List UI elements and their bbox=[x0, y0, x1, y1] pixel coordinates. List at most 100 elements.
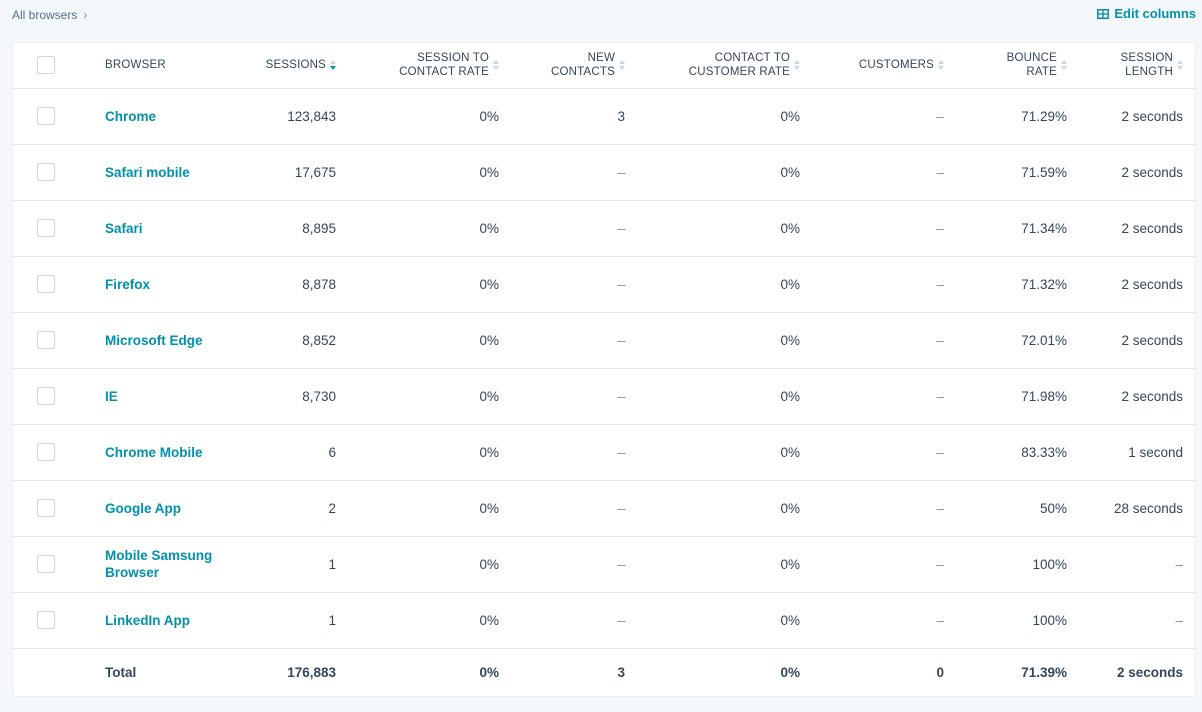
row-select-cell bbox=[13, 368, 105, 425]
header-length-line2[interactable]: LENGTH bbox=[1125, 66, 1173, 79]
header-new-contacts-line2[interactable]: CONTACTS bbox=[551, 66, 615, 79]
customers-cell: – bbox=[800, 536, 944, 593]
total-bounce: 71.39% bbox=[1021, 665, 1067, 681]
header-session-length[interactable]: SESSION LENGTH bbox=[1067, 43, 1195, 89]
c2c-cell: 0% bbox=[625, 256, 800, 313]
length-cell: 2 seconds bbox=[1067, 368, 1195, 425]
header-s2c-line2[interactable]: CONTACT RATE bbox=[399, 66, 489, 79]
length-cell: 2 seconds bbox=[1067, 200, 1195, 257]
browser-link[interactable]: Microsoft Edge bbox=[105, 332, 203, 348]
row-select-cell bbox=[13, 536, 105, 593]
sessions-cell: 6 bbox=[245, 424, 336, 481]
row-checkbox[interactable] bbox=[37, 443, 55, 461]
new-contacts-cell: – bbox=[499, 592, 625, 649]
table-row: Mobile Samsung Browser 1 0% –0% –100% – bbox=[13, 536, 1195, 593]
row-checkbox[interactable] bbox=[37, 387, 55, 405]
length-cell: 2 seconds bbox=[1067, 312, 1195, 369]
header-bounce-rate[interactable]: BOUNCE RATE bbox=[944, 43, 1067, 89]
new-contacts-cell: – bbox=[499, 424, 625, 481]
sessions-cell: 8,895 bbox=[245, 200, 336, 257]
header-session-to-contact-rate[interactable]: SESSION TO CONTACT RATE bbox=[336, 43, 499, 89]
row-checkbox[interactable] bbox=[37, 275, 55, 293]
s2c-cell: 0% bbox=[336, 200, 499, 257]
sort-icon[interactable] bbox=[1061, 60, 1067, 71]
browser-link[interactable]: LinkedIn App bbox=[105, 612, 190, 628]
browser-link[interactable]: Mobile Samsung Browser bbox=[105, 548, 213, 580]
c2c-cell: 0% bbox=[625, 88, 800, 145]
total-new-contacts: 3 bbox=[617, 665, 625, 681]
header-c2c-line1[interactable]: CONTACT TO bbox=[714, 52, 790, 65]
total-row: Total 176,883 0% 3 0% 0 71.39% 2 seconds bbox=[13, 648, 1195, 697]
browser-link[interactable]: Chrome Mobile bbox=[105, 444, 203, 460]
c2c-cell: 0% bbox=[625, 424, 800, 481]
sort-icon[interactable] bbox=[1177, 60, 1183, 71]
browsers-table: BROWSER SESSIONS SESSION TO bbox=[13, 43, 1195, 697]
header-length-line1[interactable]: SESSION bbox=[1120, 52, 1173, 65]
breadcrumb[interactable]: All browsers › bbox=[12, 8, 87, 22]
header-bounce-line1[interactable]: BOUNCE bbox=[1006, 52, 1057, 65]
header-customers-label[interactable]: CUSTOMERS bbox=[858, 59, 934, 72]
table-row: Safari 8,895 0% –0% –71.34% 2 seconds bbox=[13, 200, 1195, 257]
bounce-cell: 71.59% bbox=[944, 144, 1067, 201]
table-row: Chrome 123,843 0% 3 0% –71.29% 2 seconds bbox=[13, 88, 1195, 145]
browser-link[interactable]: Google App bbox=[105, 500, 181, 516]
row-checkbox[interactable] bbox=[37, 555, 55, 573]
sessions-cell: 17,675 bbox=[245, 144, 336, 201]
row-select-cell bbox=[13, 480, 105, 537]
sessions-cell: 8,730 bbox=[245, 368, 336, 425]
header-s2c-line1[interactable]: SESSION TO bbox=[417, 52, 489, 65]
breadcrumb-label[interactable]: All browsers bbox=[12, 8, 78, 22]
sessions-cell: 2 bbox=[245, 480, 336, 537]
browser-cell: IE bbox=[105, 368, 245, 425]
header-new-contacts-line1[interactable]: NEW bbox=[587, 52, 615, 65]
bounce-cell: 72.01% bbox=[944, 312, 1067, 369]
sort-icon[interactable] bbox=[938, 60, 944, 71]
row-checkbox[interactable] bbox=[37, 611, 55, 629]
browser-link[interactable]: Safari bbox=[105, 220, 143, 236]
browsers-table-card: BROWSER SESSIONS SESSION TO bbox=[12, 42, 1196, 697]
browser-link[interactable]: Firefox bbox=[105, 276, 151, 292]
header-bounce-line2[interactable]: RATE bbox=[1026, 66, 1057, 79]
row-checkbox[interactable] bbox=[37, 163, 55, 181]
sort-icon[interactable] bbox=[493, 60, 499, 71]
sort-icon[interactable] bbox=[794, 60, 800, 71]
new-contacts-cell: – bbox=[499, 256, 625, 313]
row-checkbox[interactable] bbox=[37, 219, 55, 237]
sessions-cell: 8,852 bbox=[245, 312, 336, 369]
edit-columns-button[interactable]: Edit columns bbox=[1097, 6, 1196, 21]
header-customers[interactable]: CUSTOMERS bbox=[800, 43, 944, 89]
table-row: Safari mobile 17,675 0% –0% –71.59% 2 seconds bbox=[13, 144, 1195, 201]
customers-cell: – bbox=[800, 312, 944, 369]
bounce-cell: 71.34% bbox=[944, 200, 1067, 257]
header-new-contacts[interactable]: NEW CONTACTS bbox=[499, 43, 625, 89]
browser-cell: LinkedIn App bbox=[105, 592, 245, 649]
c2c-cell: 0% bbox=[625, 368, 800, 425]
new-contacts-cell: – bbox=[499, 368, 625, 425]
customers-cell: – bbox=[800, 480, 944, 537]
sort-descending-icon[interactable] bbox=[330, 60, 336, 71]
header-sessions[interactable]: SESSIONS bbox=[245, 43, 336, 89]
browser-link[interactable]: Safari mobile bbox=[105, 164, 190, 180]
total-c2c: 0% bbox=[780, 665, 800, 681]
total-sessions: 176,883 bbox=[287, 665, 336, 681]
browser-link[interactable]: IE bbox=[105, 388, 118, 404]
bounce-cell: 100% bbox=[944, 592, 1067, 649]
s2c-cell: 0% bbox=[336, 480, 499, 537]
sort-icon[interactable] bbox=[619, 60, 625, 71]
edit-columns-label[interactable]: Edit columns bbox=[1114, 6, 1196, 21]
table-row: LinkedIn App 1 0% –0% –100% – bbox=[13, 592, 1195, 649]
browser-cell: Safari bbox=[105, 200, 245, 257]
select-all-checkbox[interactable] bbox=[37, 56, 55, 75]
row-select-cell bbox=[13, 88, 105, 145]
browser-cell: Safari mobile bbox=[105, 144, 245, 201]
s2c-cell: 0% bbox=[336, 88, 499, 145]
row-select-cell bbox=[13, 424, 105, 481]
row-checkbox[interactable] bbox=[37, 331, 55, 349]
header-c2c-line2[interactable]: CUSTOMER RATE bbox=[688, 66, 790, 79]
row-checkbox[interactable] bbox=[37, 107, 55, 125]
browser-link[interactable]: Chrome bbox=[105, 108, 157, 124]
header-contact-to-customer-rate[interactable]: CONTACT TO CUSTOMER RATE bbox=[625, 43, 800, 89]
row-checkbox[interactable] bbox=[37, 499, 55, 517]
columns-icon bbox=[1097, 8, 1110, 19]
header-sessions-label[interactable]: SESSIONS bbox=[265, 59, 326, 72]
